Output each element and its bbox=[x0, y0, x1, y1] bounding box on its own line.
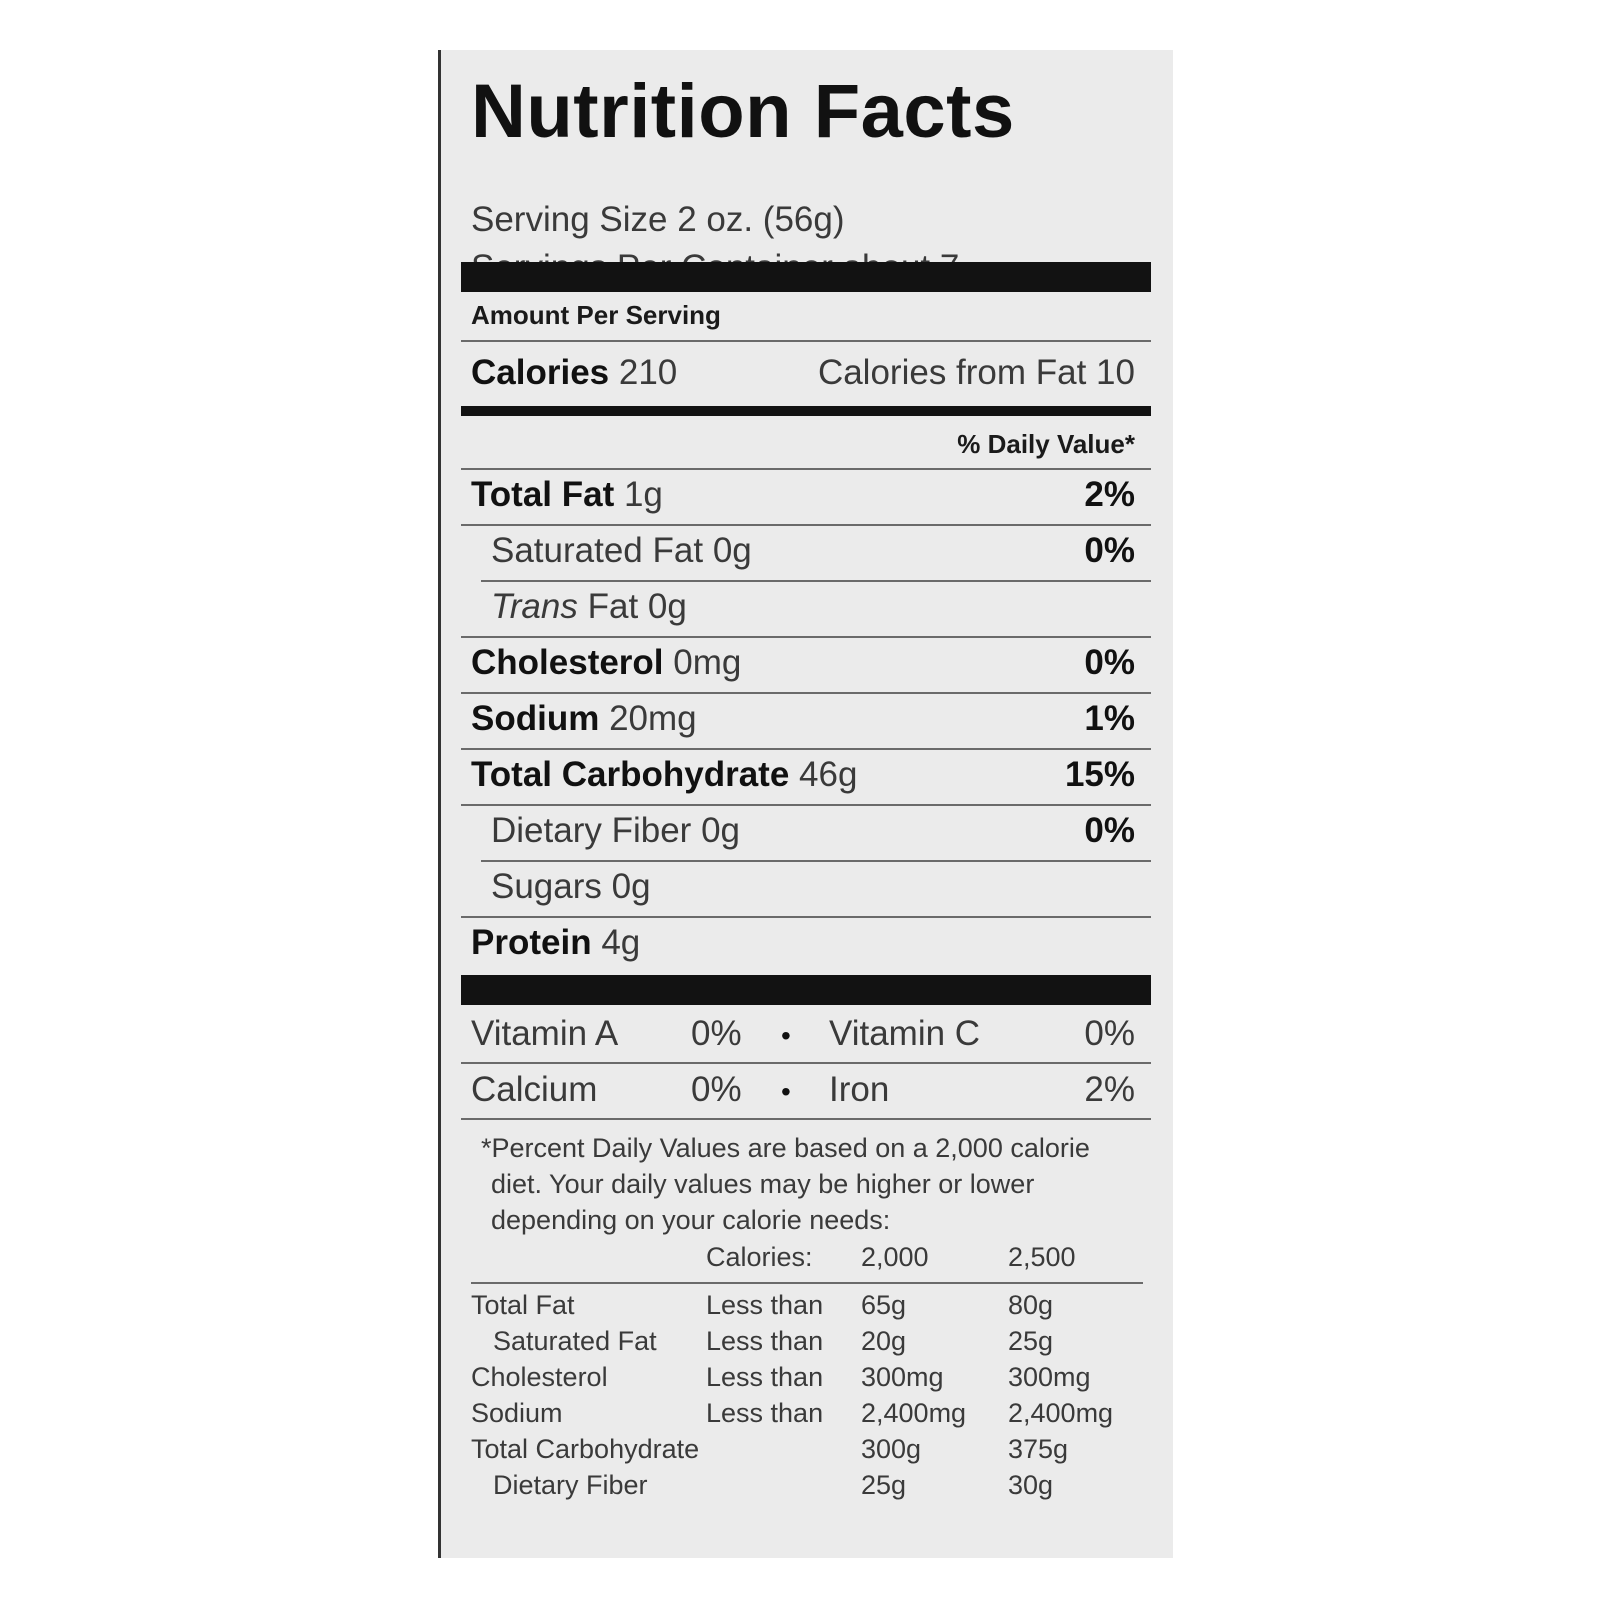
dv-dietary-fiber: 0% bbox=[1084, 811, 1135, 850]
divider bbox=[461, 340, 1151, 342]
nutrient-row-saturated-fat: Saturated Fat 0g bbox=[491, 531, 752, 570]
divider bbox=[461, 468, 1151, 470]
nutrient-row-sodium: Sodium 20mg bbox=[471, 699, 697, 738]
divider bbox=[471, 1282, 1143, 1284]
ref-row-qualifier: Less than bbox=[706, 1326, 824, 1356]
ref-header-calories: Calories: bbox=[706, 1242, 813, 1272]
footnote-line-2: diet. Your daily values may be higher or… bbox=[491, 1169, 1035, 1199]
ref-row-2500: 30g bbox=[1008, 1470, 1054, 1500]
nutrient-row-dietary-fiber: Dietary Fiber 0g bbox=[491, 811, 740, 850]
ref-row-2500: 300mg bbox=[1008, 1362, 1091, 1392]
ref-row-2000: 20g bbox=[861, 1326, 907, 1356]
nutrition-label-panel: Nutrition Facts Serving Size 2 oz. (56g)… bbox=[438, 50, 1173, 1558]
ref-row-2500: 80g bbox=[1008, 1290, 1054, 1320]
ref-row-2000: 25g bbox=[861, 1470, 907, 1500]
footnote-line-1: *Percent Daily Values are based on a 2,0… bbox=[481, 1133, 1090, 1163]
dv-total-carbohydrate: 15% bbox=[1064, 755, 1135, 794]
divider bbox=[461, 1118, 1151, 1120]
calories-from-fat: Calories from Fat 10 bbox=[817, 353, 1135, 392]
vitamin-c-value: 0% bbox=[1084, 1014, 1135, 1053]
ref-row-2000: 2,400mg bbox=[861, 1398, 967, 1428]
ref-row-2500: 25g bbox=[1008, 1326, 1054, 1356]
ref-row-2000: 300g bbox=[861, 1434, 922, 1464]
nutrient-row-total-carbohydrate: Total Carbohydrate 46g bbox=[471, 755, 858, 794]
dv-total-fat: 2% bbox=[1084, 475, 1135, 514]
iron-label: Iron bbox=[829, 1070, 890, 1109]
ref-row-2500: 375g bbox=[1008, 1434, 1069, 1464]
divider bbox=[461, 748, 1151, 750]
medium-divider bbox=[461, 406, 1151, 416]
ref-header-2500: 2,500 bbox=[1008, 1242, 1076, 1272]
divider bbox=[461, 692, 1151, 694]
ref-row-qualifier: Less than bbox=[706, 1362, 824, 1392]
divider bbox=[461, 524, 1151, 526]
ref-row-nutrient: Sodium bbox=[471, 1398, 563, 1428]
divider bbox=[481, 860, 1151, 862]
divider bbox=[461, 916, 1151, 918]
ref-row-qualifier: Less than bbox=[706, 1290, 824, 1320]
thick-divider-bottom bbox=[461, 975, 1151, 1005]
daily-value-header: % Daily Value* bbox=[957, 429, 1135, 459]
calories-label: Calories bbox=[471, 353, 610, 392]
bullet-separator: • bbox=[781, 1020, 791, 1051]
divider bbox=[461, 636, 1151, 638]
footnote-line-3: depending on your calorie needs: bbox=[491, 1205, 891, 1235]
iron-value: 2% bbox=[1084, 1070, 1135, 1109]
dv-sodium: 1% bbox=[1084, 699, 1135, 738]
calcium-label: Calcium bbox=[471, 1070, 598, 1109]
calories-value: 210 bbox=[618, 353, 678, 392]
ref-row-nutrient: Dietary Fiber bbox=[493, 1470, 648, 1500]
nutrient-row-total-fat: Total Fat 1g bbox=[471, 475, 663, 514]
ref-row-nutrient: Total Carbohydrate bbox=[471, 1434, 700, 1464]
ref-header-2000: 2,000 bbox=[861, 1242, 929, 1272]
nutrient-row-trans-fat: Trans Fat 0g bbox=[491, 587, 687, 626]
ref-row-qualifier: Less than bbox=[706, 1398, 824, 1428]
dv-saturated-fat: 0% bbox=[1084, 531, 1135, 570]
ref-row-nutrient: Saturated Fat bbox=[493, 1326, 657, 1356]
nutrient-row-sugars: Sugars 0g bbox=[491, 867, 651, 906]
ref-row-2500: 2,400mg bbox=[1008, 1398, 1114, 1428]
serving-size: Serving Size 2 oz. (56g) bbox=[471, 200, 845, 239]
thick-divider-top bbox=[461, 262, 1151, 292]
dv-cholesterol: 0% bbox=[1084, 643, 1135, 682]
vitamin-a-label: Vitamin A bbox=[471, 1014, 619, 1053]
calories-row: Calories 210 bbox=[471, 353, 677, 393]
nutrient-row-protein: Protein 4g bbox=[471, 923, 641, 962]
label-title: Nutrition Facts bbox=[471, 69, 1015, 154]
divider bbox=[461, 804, 1151, 806]
amount-per-serving: Amount Per Serving bbox=[471, 300, 721, 330]
vitamin-c-label: Vitamin C bbox=[829, 1014, 981, 1053]
ref-row-nutrient: Total Fat bbox=[471, 1290, 575, 1320]
nutrient-row-cholesterol: Cholesterol 0mg bbox=[471, 643, 742, 682]
ref-row-nutrient: Cholesterol bbox=[471, 1362, 608, 1392]
ref-row-2000: 300mg bbox=[861, 1362, 944, 1392]
divider bbox=[481, 580, 1151, 582]
vitamin-a-value: 0% bbox=[691, 1014, 742, 1053]
divider bbox=[461, 1062, 1151, 1064]
calcium-value: 0% bbox=[691, 1070, 742, 1109]
ref-row-2000: 65g bbox=[861, 1290, 907, 1320]
bullet-separator: • bbox=[781, 1076, 791, 1107]
